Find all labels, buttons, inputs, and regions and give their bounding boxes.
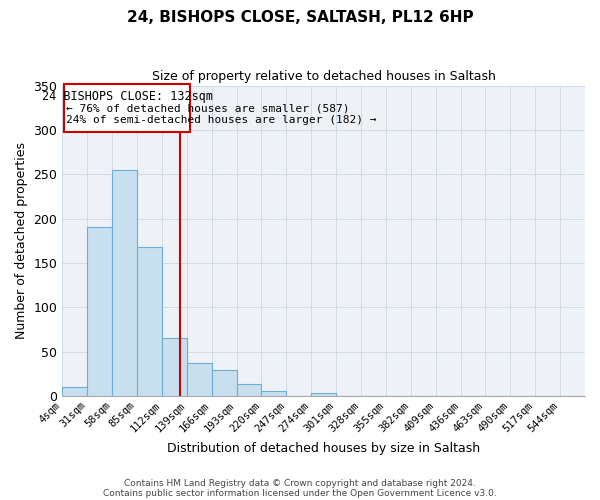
Bar xyxy=(187,363,212,396)
Bar xyxy=(212,370,236,396)
Text: Contains HM Land Registry data © Crown copyright and database right 2024.: Contains HM Land Registry data © Crown c… xyxy=(124,478,476,488)
Y-axis label: Number of detached properties: Number of detached properties xyxy=(15,142,28,339)
Bar xyxy=(137,247,162,396)
X-axis label: Distribution of detached houses by size in Saltash: Distribution of detached houses by size … xyxy=(167,442,480,455)
Bar xyxy=(311,394,336,396)
Bar xyxy=(87,226,112,396)
Bar xyxy=(62,387,87,396)
Bar xyxy=(236,384,262,396)
Text: 24, BISHOPS CLOSE, SALTASH, PL12 6HP: 24, BISHOPS CLOSE, SALTASH, PL12 6HP xyxy=(127,10,473,25)
Bar xyxy=(162,338,187,396)
Bar xyxy=(112,170,137,396)
Text: 24 BISHOPS CLOSE: 132sqm: 24 BISHOPS CLOSE: 132sqm xyxy=(41,90,212,103)
FancyBboxPatch shape xyxy=(64,84,190,132)
Text: ← 76% of detached houses are smaller (587): ← 76% of detached houses are smaller (58… xyxy=(66,104,350,114)
Bar xyxy=(262,392,286,396)
Title: Size of property relative to detached houses in Saltash: Size of property relative to detached ho… xyxy=(152,70,496,83)
Text: Contains public sector information licensed under the Open Government Licence v3: Contains public sector information licen… xyxy=(103,488,497,498)
Text: 24% of semi-detached houses are larger (182) →: 24% of semi-detached houses are larger (… xyxy=(66,115,377,125)
